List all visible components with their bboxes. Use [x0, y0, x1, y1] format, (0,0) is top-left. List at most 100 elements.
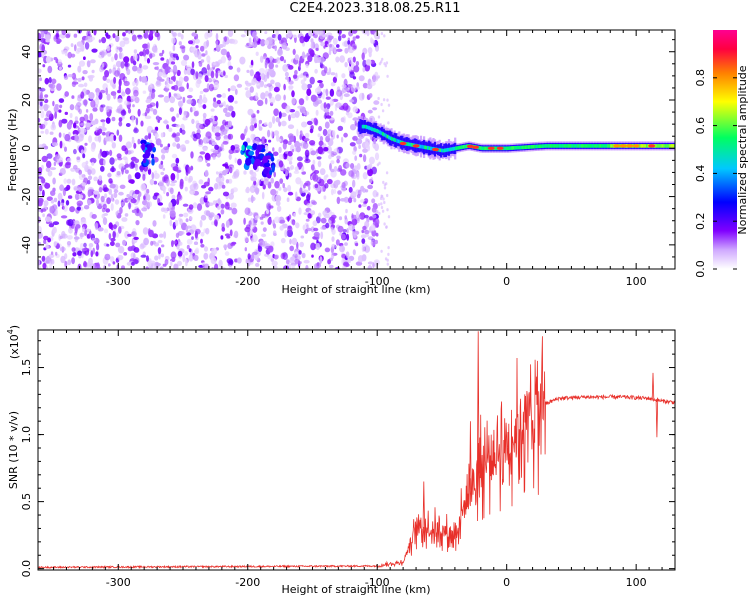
noise-speck	[304, 132, 310, 139]
noise-speck	[298, 60, 301, 68]
ridge-core	[371, 127, 374, 131]
noise-speck	[96, 198, 99, 207]
noise-speck	[45, 245, 50, 250]
noise-speck	[299, 35, 305, 44]
ridge-core	[503, 146, 506, 151]
noise-speck	[278, 160, 284, 168]
noise-speck	[317, 160, 322, 168]
noise-speck	[38, 232, 43, 239]
noise-speck	[262, 227, 267, 233]
noise-speck	[198, 179, 204, 185]
noise-speck	[95, 91, 100, 97]
noise-speck	[52, 221, 60, 226]
noise-speck	[190, 68, 195, 76]
ridge-core	[521, 145, 524, 150]
ridge-core	[419, 144, 422, 149]
noise-speck	[154, 133, 159, 138]
noise-speck	[56, 243, 60, 249]
ridge-core	[439, 148, 442, 152]
noise-speck	[286, 166, 290, 172]
noise-speck	[41, 44, 45, 53]
noise-speck	[92, 107, 98, 112]
noise-speck	[159, 233, 164, 238]
noise-speck	[198, 98, 203, 105]
noise-speck	[325, 222, 330, 229]
noise-speck	[182, 96, 186, 104]
noise-speck	[173, 64, 178, 72]
noise-speck	[382, 180, 385, 184]
noise-speck	[314, 100, 320, 105]
noise-speck	[159, 143, 163, 148]
noise-speck	[261, 233, 267, 238]
noise-speck	[244, 247, 247, 252]
noise-speck	[183, 75, 189, 82]
noise-speck	[349, 57, 354, 65]
noise-speck	[325, 115, 332, 119]
ridge-core	[493, 146, 496, 151]
noise-speck	[344, 47, 349, 54]
spectrogram-frame	[37, 29, 676, 270]
noise-speck	[287, 30, 293, 38]
noise-speck	[153, 180, 158, 185]
noise-speck	[346, 87, 350, 92]
noise-speck	[202, 147, 208, 152]
noise-speck	[303, 259, 310, 264]
noise-speck	[355, 261, 363, 266]
noise-speck	[171, 153, 178, 159]
noise-speck	[273, 86, 280, 93]
noise-speck	[167, 143, 171, 148]
noise-speck	[93, 176, 98, 182]
noise-speck	[104, 150, 110, 156]
noise-speck	[115, 60, 122, 68]
ridge-core	[430, 146, 433, 151]
noise-speck	[73, 236, 80, 240]
noise-speck	[296, 156, 303, 162]
ridge-core	[594, 144, 597, 148]
ridge-core	[367, 126, 371, 130]
noise-speck	[193, 133, 196, 138]
noise-speck	[377, 203, 381, 207]
noise-speck	[351, 231, 356, 236]
noise-speck	[376, 209, 379, 214]
ridge-core	[667, 144, 670, 148]
noise-speck	[287, 215, 290, 222]
noise-speck	[156, 66, 159, 71]
noise-speck	[185, 258, 188, 267]
ridge-core	[386, 134, 389, 139]
noise-speck	[254, 187, 260, 194]
noise-speck	[380, 194, 383, 198]
noise-speck	[59, 104, 63, 109]
ridge-core	[577, 144, 580, 148]
noise-speck	[142, 65, 149, 70]
y-tick-label: 0.0	[20, 560, 33, 578]
noise-speck	[313, 30, 320, 35]
noise-speck	[131, 139, 135, 144]
noise-speck	[233, 230, 239, 239]
noise-speck	[104, 253, 111, 261]
ridge-mid	[357, 121, 360, 132]
noise-speck	[133, 236, 139, 240]
noise-speck	[55, 33, 59, 40]
noise-speck	[225, 179, 230, 184]
noise-speck	[83, 205, 90, 210]
spectrogram-x-label: Height of straight line (km)	[281, 283, 430, 296]
noise-speck	[221, 176, 225, 182]
noise-speck	[125, 30, 129, 34]
noise-speck	[257, 99, 264, 107]
ridge-core	[605, 144, 608, 148]
noise-speck	[287, 191, 294, 196]
noise-speck	[367, 184, 373, 190]
noise-speck	[200, 45, 205, 52]
noise-speck	[149, 178, 155, 186]
noise-speck	[337, 225, 344, 233]
noise-speck	[113, 189, 119, 194]
snr-frame	[37, 329, 676, 571]
noise-speck	[276, 58, 281, 64]
noise-speck	[118, 226, 122, 234]
noise-speck	[131, 209, 136, 213]
noise-speck	[110, 241, 115, 247]
noise-speck	[252, 31, 257, 38]
noise-speck	[292, 74, 298, 79]
ridge-core	[399, 140, 402, 144]
noise-speck	[268, 139, 272, 143]
